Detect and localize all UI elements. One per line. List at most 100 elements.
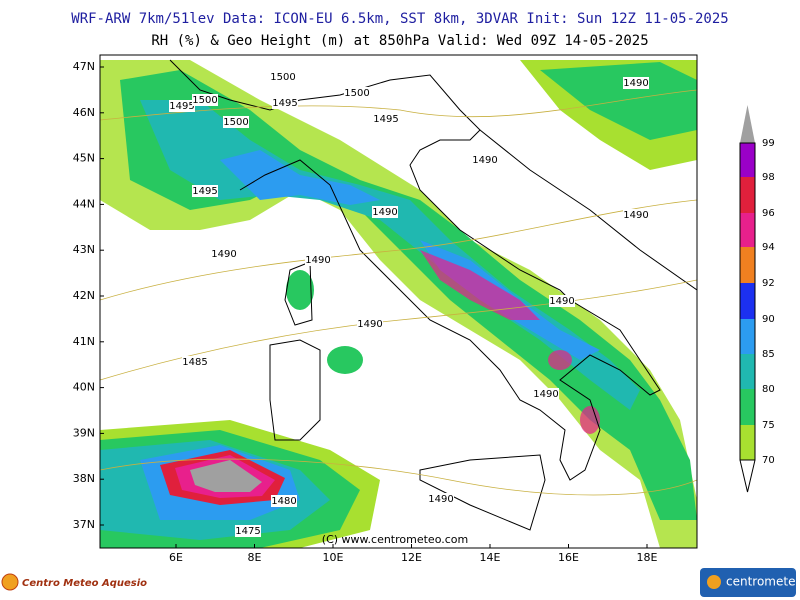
colorbar-label: 98	[762, 172, 775, 183]
contour-label-bg	[271, 495, 297, 507]
contour-label: 1490	[472, 155, 497, 166]
contour-label: 1475	[235, 526, 260, 537]
lat-label: 43N	[73, 243, 95, 256]
map-labels: 47N 46N 45N 44N 43N 42N 41N 40N 39N 38N 37N 6E 8E 10E…	[73, 60, 658, 564]
colorbar-band	[740, 425, 755, 460]
colorbar-band	[740, 283, 755, 319]
contour-label-bg	[533, 388, 559, 400]
lat-label: 42N	[73, 289, 95, 302]
contour-label-bg	[428, 493, 454, 505]
colorbar-over	[740, 105, 755, 143]
contour-label-bg	[623, 77, 649, 89]
colorbar: 99 98 96 94 92 90 85 80 75 70	[739, 105, 775, 493]
contour-label-bg	[357, 318, 383, 330]
contour-label: 1495	[169, 101, 194, 112]
contour-label: 1500	[192, 95, 217, 106]
contour-label-bg	[549, 295, 575, 307]
colorbar-band	[740, 213, 755, 247]
contour-label-bg	[344, 87, 370, 99]
contour-label-bg	[472, 154, 498, 166]
contour-label: 1500	[344, 88, 369, 99]
logo-text: Centro Meteo Aquesio	[22, 578, 147, 589]
lon-label: 6E	[169, 551, 183, 564]
colorbar-band	[740, 319, 755, 354]
title-line1: WRF-ARW 7km/51lev Data: ICON-EU 6.5km, S…	[71, 11, 728, 27]
contour-label-bg	[192, 94, 218, 106]
contour-label: 1490	[428, 494, 453, 505]
contour-label-bg	[373, 113, 399, 125]
contour-label-bg	[372, 206, 398, 218]
colorbar-label: 96	[762, 208, 775, 219]
contour-label-bg	[272, 97, 298, 109]
map: 47N 46N 45N 44N 43N 42N 41N 40N 39N 38N 37N 6E 8E 10E…	[73, 54, 698, 564]
lon-label: 18E	[637, 551, 658, 564]
contour-label-bg	[223, 116, 249, 128]
lat-label: 39N	[73, 426, 95, 439]
right-logo: centrometeo	[700, 568, 800, 597]
logo-text: centrometeo	[726, 575, 800, 589]
contour-label-bg	[182, 356, 208, 368]
lat-label: 41N	[73, 335, 95, 348]
contour-label: 1495	[373, 114, 398, 125]
colorbar-label: 99	[762, 138, 775, 149]
humidity-field	[100, 60, 697, 548]
contour-label-bg	[235, 525, 261, 537]
contour-label: 1490	[623, 210, 648, 221]
contour-label: 1495	[192, 186, 217, 197]
contour-label: 1490	[372, 207, 397, 218]
colorbar-label: 80	[762, 384, 775, 395]
contour-label: 1480	[271, 496, 296, 507]
contour-label: 1490	[357, 319, 382, 330]
colorbar-frame	[739, 142, 756, 461]
height-contours	[100, 89, 697, 496]
left-logo: Centro Meteo Aquesio	[1, 573, 147, 591]
colorbar-band	[740, 143, 755, 177]
title-line2: RH (%) & Geo Height (m) at 850hPa Valid:…	[151, 33, 648, 49]
contour-label: 1500	[223, 117, 248, 128]
lon-label: 16E	[558, 551, 579, 564]
colorbar-band	[740, 354, 755, 389]
lat-label: 44N	[73, 197, 95, 210]
coastlines	[169, 59, 697, 531]
lat-label: 47N	[73, 60, 95, 73]
colorbar-label: 75	[762, 420, 775, 431]
contour-label-bg	[623, 209, 649, 221]
colorbar-label: 90	[762, 314, 775, 325]
colorbar-under	[739, 459, 756, 493]
contour-label: 1490	[305, 255, 330, 266]
logo-icon	[707, 575, 721, 589]
contour-label: 1490	[623, 78, 648, 89]
contour-label: 1490	[533, 389, 558, 400]
contour-label-bg	[169, 100, 195, 112]
colorbar-label: 85	[762, 349, 775, 360]
contour-label: 1490	[211, 249, 236, 260]
colorbar-label: 70	[762, 455, 775, 466]
lon-label: 12E	[401, 551, 422, 564]
contour-label: 1500	[270, 72, 295, 83]
contour-label: 1485	[182, 357, 207, 368]
colorbar-label: 94	[762, 242, 775, 253]
map-frame	[99, 54, 698, 549]
lat-label: 40N	[73, 381, 95, 394]
lon-label: 14E	[480, 551, 501, 564]
colorbar-band	[740, 177, 755, 213]
contour-label-bg	[211, 248, 237, 260]
lon-label: 10E	[323, 551, 344, 564]
logo-icon	[1, 573, 19, 591]
contour-label-bg	[192, 185, 218, 197]
lon-label: 8E	[248, 551, 262, 564]
contour-label-bg	[270, 71, 296, 83]
contour-label: 1495	[272, 98, 297, 109]
copyright: (C) www.centrometeo.com	[322, 533, 468, 546]
colorbar-band	[740, 247, 755, 283]
lat-label: 46N	[73, 106, 95, 119]
colorbar-label: 92	[762, 278, 775, 289]
contour-label: 1490	[549, 296, 574, 307]
contour-label-bg	[305, 254, 331, 266]
logo-box	[700, 568, 796, 597]
lat-label: 38N	[73, 472, 95, 485]
lat-label: 37N	[73, 518, 95, 531]
colorbar-band	[740, 389, 755, 425]
lat-label: 45N	[73, 152, 95, 165]
